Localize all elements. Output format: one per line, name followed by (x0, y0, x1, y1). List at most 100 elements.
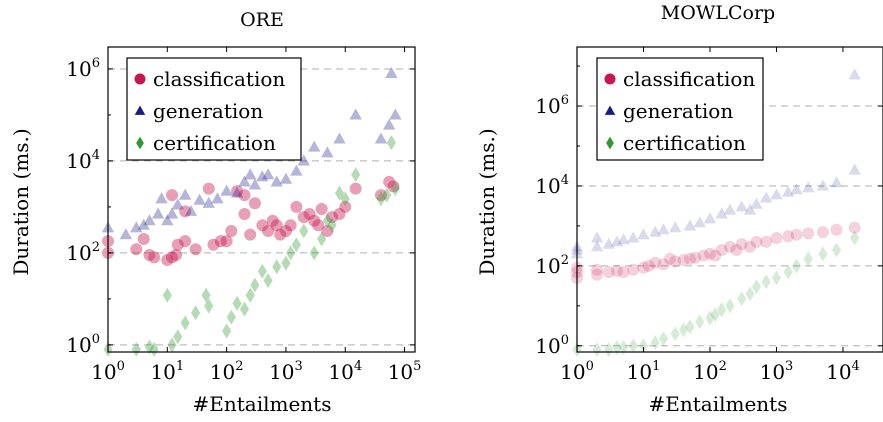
ore-classification-point (266, 214, 279, 227)
mowlcorp-y-axis-title: Duration (ms.) (475, 128, 499, 275)
mowl-y-tick-label: 102 (535, 253, 569, 278)
mowl-classification-point (591, 263, 604, 276)
ore-certification-point (309, 245, 319, 261)
mowl-classification-point (627, 263, 640, 276)
mowl-y-tick-label: 106 (535, 93, 569, 118)
ore-x-tick-label: 104 (328, 359, 362, 384)
mowl-generation-point (802, 181, 815, 193)
mowl-certification-point (604, 342, 614, 358)
mowlcorp-chart: MOWLCorp 100 102 104 106 100 101 102 103 104 #En… (475, 2, 883, 416)
ore-classification-point (238, 208, 251, 221)
mowl-certification-point (705, 310, 715, 326)
ore-certification-point (180, 315, 190, 331)
mowlcorp-chart-title: MOWLCorp (661, 2, 775, 24)
mowl-generation-point (590, 231, 604, 243)
mowl-x-tick-label: 102 (693, 359, 727, 384)
mowl-x-tick-label: 100 (560, 359, 594, 384)
ore-generation-point (161, 214, 174, 226)
ore-generation-point (256, 170, 269, 182)
mowl-classification-point (770, 231, 783, 244)
ore-generation-point (270, 175, 283, 187)
ore-legend-generation-marker (134, 105, 146, 115)
ore-classification-point (387, 180, 400, 193)
mowl-generation-point (657, 223, 670, 235)
mowl-classification-point (669, 255, 682, 268)
mowl-classification-point (802, 227, 815, 240)
mowl-generation-point (715, 207, 728, 219)
mowl-certification-point (592, 342, 602, 358)
ore-certification-point (201, 287, 211, 303)
ore-classification-point (130, 243, 143, 256)
mowl-classification-point (591, 268, 604, 281)
mowl-classification-point (715, 243, 728, 256)
ore-generation-point (261, 168, 275, 180)
ore-classification-point (321, 224, 334, 237)
ore-generation-point (137, 218, 150, 230)
mowl-classification-point (689, 251, 702, 264)
mowlcorp-x-axis-title: #Entailments (649, 392, 788, 416)
mowl-classification-point (724, 240, 736, 253)
ore-classification-point (270, 219, 283, 232)
ore-classification-point (137, 233, 150, 246)
ore-certification-point (167, 337, 177, 353)
mowl-classification-point (637, 261, 650, 274)
mowl-classification-point (617, 266, 630, 279)
mowl-generation-point (669, 221, 682, 233)
ore-certification-point (149, 341, 159, 357)
mowl-certification-point (745, 286, 755, 302)
mowl-classification-point (677, 254, 690, 267)
ore-classification-point (262, 224, 275, 237)
mowl-generation-point (790, 183, 803, 195)
mowl-classification-point (683, 252, 696, 265)
mowl-classification-point (611, 264, 624, 277)
ore-certification-point (204, 298, 214, 314)
ore-generation-point (211, 192, 224, 204)
mowl-certification-point (618, 340, 629, 356)
ore-generation-point (171, 198, 184, 210)
ore-x-tick-label: 101 (150, 359, 184, 384)
mowl-certification-point (737, 291, 747, 307)
ore-certification-point (334, 185, 345, 201)
mowl-generation-point (617, 233, 630, 245)
ore-certification-point (144, 339, 155, 355)
ore-generation-point (238, 175, 251, 187)
ore-classification-point (297, 211, 310, 224)
ore-x-tick-label: 103 (269, 359, 303, 384)
ore-y-tick-label: 106 (66, 56, 100, 81)
ore-classification-point (315, 203, 328, 216)
ore-generation-point (193, 193, 206, 205)
ore-certification-point (351, 167, 361, 183)
ore-y-tick-label: 104 (66, 148, 100, 173)
ore-classification-point (148, 251, 161, 264)
mowl-legend-generation-label: generation (623, 99, 733, 123)
ore-generation-point (155, 192, 168, 204)
mowl-y-tick-label: 100 (535, 333, 569, 358)
ore-generation-point (333, 132, 346, 144)
ore-generation-point (374, 132, 388, 144)
ore-generation-point (389, 108, 402, 120)
ore-certification-point (263, 273, 273, 289)
mowl-certification-point (783, 264, 793, 280)
ore-classification-point (303, 208, 316, 221)
ore-certification-point (317, 231, 327, 247)
mowl-classification-point (703, 247, 716, 260)
mowl-certification-point (791, 258, 802, 274)
mowl-certification-point (685, 319, 695, 335)
mowl-certification-point (803, 251, 813, 267)
ore-classification-point (171, 238, 184, 251)
ore-generation-point (321, 146, 334, 158)
mowl-classification-point (642, 259, 655, 272)
ore-classification-point (383, 175, 396, 188)
ore-generation-point (230, 186, 244, 198)
mowl-legend-classification-label: classification (623, 67, 755, 91)
ore-classification-point (326, 211, 339, 224)
ore-generation-point (297, 154, 310, 166)
mowl-classification-point (663, 252, 676, 265)
ore-certification-point (376, 191, 386, 207)
ore-certification-point (222, 323, 232, 339)
mowl-certification-point (628, 338, 638, 354)
ore-generation-point (290, 164, 303, 176)
mowl-classification-point (848, 221, 861, 234)
mowl-certification-point (678, 322, 689, 338)
